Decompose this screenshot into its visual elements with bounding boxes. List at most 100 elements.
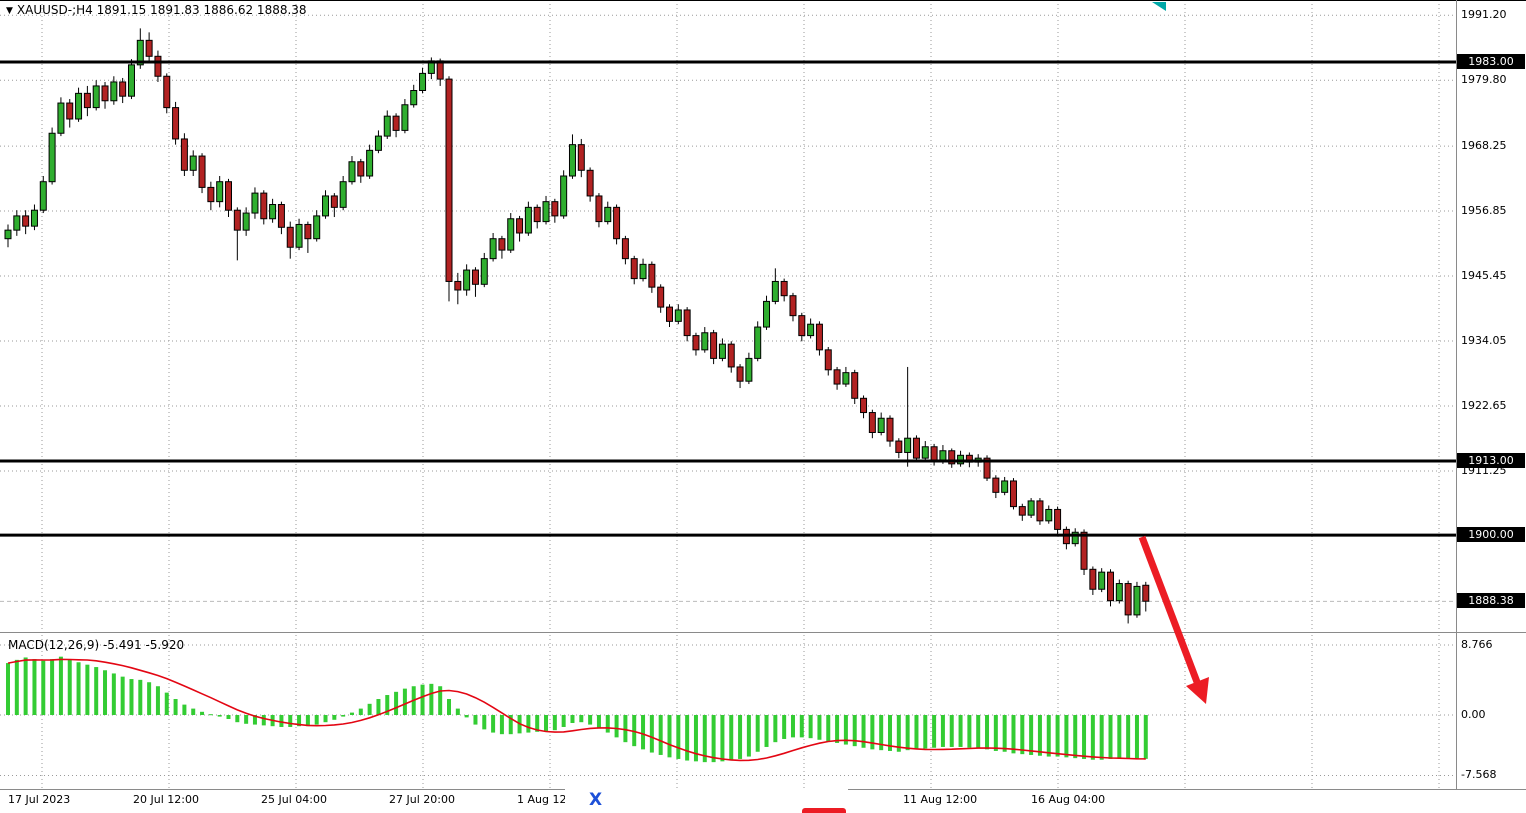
candle-up xyxy=(771,280,779,302)
macd-histogram-bar xyxy=(438,686,443,715)
macd-histogram-bar xyxy=(526,715,531,733)
macd-histogram-bar xyxy=(1126,715,1131,759)
macd-histogram-bar xyxy=(958,715,963,747)
macd-histogram-bar xyxy=(1099,715,1104,760)
macd-histogram-bar xyxy=(1143,715,1148,759)
candle-down xyxy=(1009,480,1017,508)
candle-down xyxy=(277,204,285,228)
macd-histogram-bar xyxy=(41,660,46,715)
price-level-tag: 1983.00 xyxy=(1457,54,1525,69)
candle-down xyxy=(780,280,788,297)
candle-down xyxy=(1080,531,1088,570)
macd-histogram-bar xyxy=(491,715,496,733)
price-axis-label: 1922.65 xyxy=(1461,398,1507,412)
candle-down xyxy=(454,280,462,291)
candle-up xyxy=(939,450,947,462)
macd-histogram-bar xyxy=(394,691,399,715)
candle-down xyxy=(824,349,832,371)
macd-histogram-bar xyxy=(826,715,831,742)
candle-up xyxy=(92,85,100,109)
candle-down xyxy=(692,335,700,351)
candle-up xyxy=(701,332,709,351)
candle-down xyxy=(833,369,841,385)
hline-layer[interactable] xyxy=(0,60,1456,537)
macd-histogram-bar xyxy=(94,667,99,715)
macd-histogram-bar xyxy=(226,715,231,719)
macd-axis-label: -7.568 xyxy=(1461,768,1497,782)
macd-histogram-bar xyxy=(323,715,328,723)
macd-histogram-bar xyxy=(173,699,178,715)
macd-histogram-bar xyxy=(817,715,822,740)
candle-up xyxy=(39,181,47,211)
candle-down xyxy=(895,440,903,453)
macd-histogram-bar xyxy=(6,663,10,715)
time-axis-label: 11 Aug 12:00 xyxy=(903,793,978,806)
candle-up xyxy=(30,209,38,227)
candle-down xyxy=(260,192,268,220)
macd-histogram-bar xyxy=(1037,715,1042,756)
scroll-marker-icon[interactable] xyxy=(1152,2,1166,11)
macd-histogram-bar xyxy=(738,715,743,759)
candle-up xyxy=(718,343,726,359)
candle-up xyxy=(542,201,550,223)
macd-histogram-bar xyxy=(499,715,504,735)
candle-down xyxy=(586,169,594,197)
macd-histogram-bar xyxy=(641,715,646,750)
macd-histogram-bar xyxy=(261,715,266,726)
candle-down xyxy=(1107,571,1114,602)
candle-down xyxy=(445,78,453,282)
candle-down xyxy=(471,269,479,285)
macd-histogram-bar xyxy=(667,715,672,758)
candle-up xyxy=(401,104,409,131)
candle-up xyxy=(127,64,135,97)
candle-down xyxy=(613,206,621,240)
candle-up xyxy=(674,309,682,322)
macd-histogram-bar xyxy=(1117,715,1122,759)
trend-arrow-head[interactable] xyxy=(1186,677,1209,704)
macd-histogram-bar xyxy=(1108,715,1113,759)
macd-axis-label: 0.00 xyxy=(1461,708,1486,721)
macd-histogram-bar xyxy=(402,688,407,715)
candle-down xyxy=(815,323,823,351)
macd-histogram-bar xyxy=(888,715,892,751)
candle-down xyxy=(180,138,188,171)
candle-down xyxy=(595,195,603,223)
macd-histogram-bar xyxy=(1046,715,1051,757)
trend-arrow[interactable] xyxy=(1138,535,1209,704)
candle-up xyxy=(269,204,277,220)
candle-up xyxy=(1133,585,1141,616)
macd-histogram-bar xyxy=(940,715,945,747)
macd-histogram-bar xyxy=(879,715,884,751)
candle-down xyxy=(207,186,215,203)
macd-histogram-bar xyxy=(111,673,116,715)
trend-arrow-shaft[interactable] xyxy=(1138,535,1201,684)
macd-histogram-bar xyxy=(985,715,990,750)
candle-down xyxy=(22,215,30,227)
macd-histogram-bar xyxy=(367,703,372,715)
macd-histogram-bar xyxy=(746,715,751,757)
candle-down xyxy=(727,343,735,368)
macd-histogram-bar xyxy=(1073,715,1078,759)
candle-down xyxy=(666,306,673,322)
macd-histogram-bar xyxy=(200,711,205,715)
macd-histogram-bar xyxy=(544,715,549,731)
macd-histogram-bar xyxy=(1134,715,1139,759)
macd-histogram-bar xyxy=(570,715,575,723)
macd-histogram-bar xyxy=(155,686,160,715)
macd-histogram-bar xyxy=(702,715,707,763)
candle-up xyxy=(110,81,118,102)
macd-histogram-bar xyxy=(182,704,187,715)
candle-down xyxy=(621,238,629,260)
time-axis-label: 17 Jul 2023 xyxy=(8,793,71,806)
candle-down xyxy=(145,39,153,57)
candle-up xyxy=(745,357,753,382)
scroll-marker[interactable] xyxy=(1152,2,1166,11)
price-axis-label: 1979.80 xyxy=(1461,73,1507,87)
candle-down xyxy=(163,75,171,109)
candle-up xyxy=(463,269,471,291)
price-level-tag: 1900.00 xyxy=(1457,527,1525,543)
macd-histogram-bar xyxy=(905,715,910,751)
macd-histogram-bar xyxy=(1029,715,1034,755)
